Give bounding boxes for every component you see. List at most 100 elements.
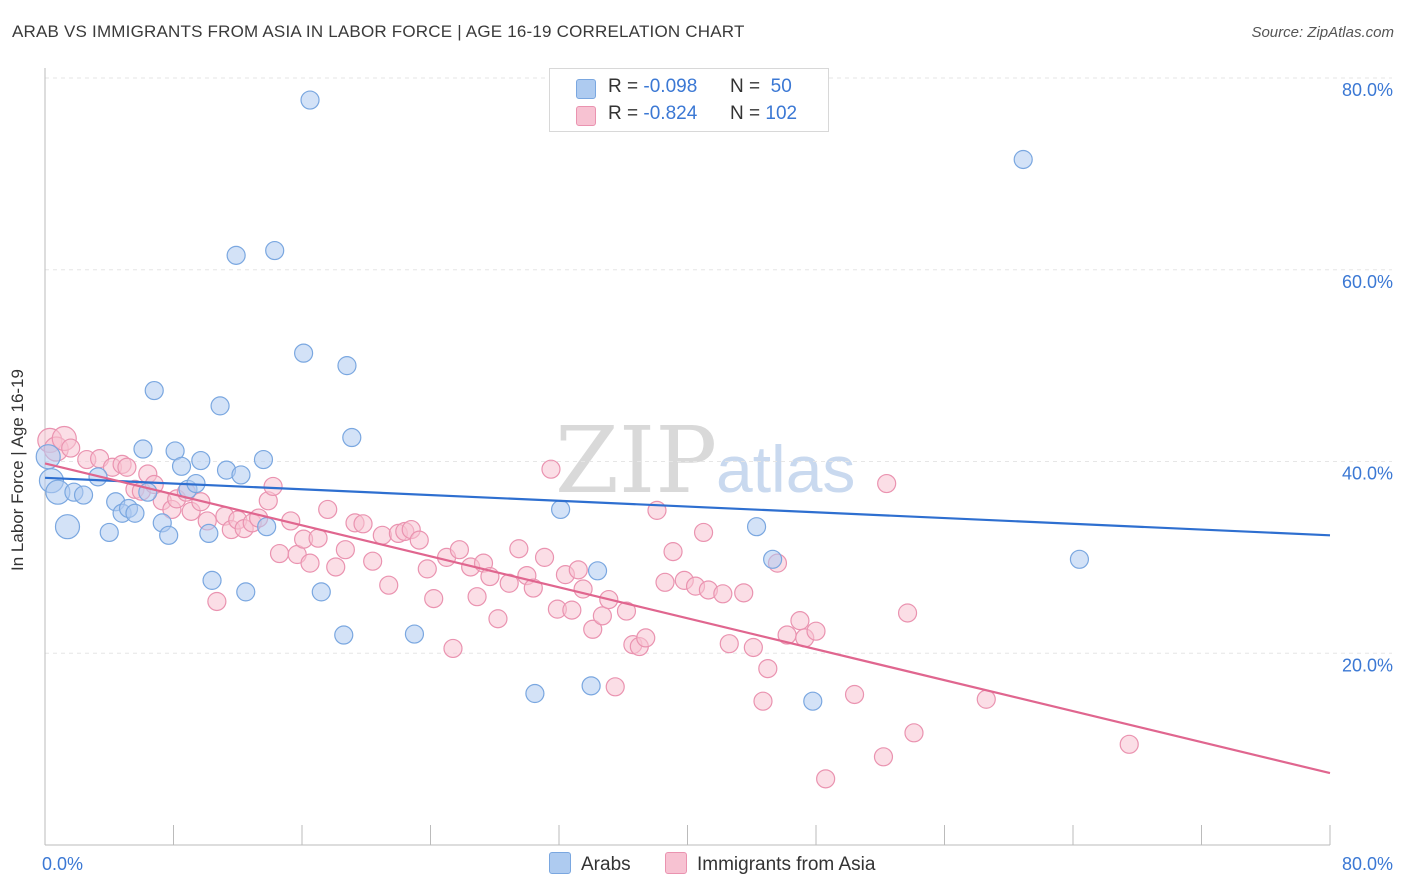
asia-point — [269, 543, 290, 564]
asia-swatch — [576, 106, 596, 126]
asia-point — [616, 601, 637, 621]
asia-point — [636, 628, 656, 648]
stats-legend: R = -0.098 N = 50 R = -0.824 N = 102 — [549, 68, 829, 132]
arabs-point — [202, 570, 222, 590]
asia-point — [753, 691, 773, 711]
asia-point — [372, 525, 392, 545]
asia-point — [897, 603, 918, 623]
asia-point — [734, 583, 754, 603]
asia-point — [263, 476, 283, 497]
arabs-point — [404, 624, 425, 644]
asia-point — [592, 606, 612, 626]
asia-point — [443, 638, 463, 659]
arabs-point — [587, 561, 608, 581]
arabs-point — [54, 514, 81, 540]
asia-point — [379, 575, 399, 595]
arabs-point — [311, 582, 331, 602]
asia-point — [300, 553, 320, 573]
arabs-point — [171, 456, 192, 476]
legend-r-value: -0.098 — [643, 76, 698, 97]
asia-point — [353, 514, 373, 534]
asia-point — [417, 559, 437, 579]
arabs-point — [226, 245, 246, 265]
arabs-point — [342, 427, 362, 448]
arabs-point — [99, 522, 119, 543]
asia-point — [663, 542, 683, 562]
arabs-point — [551, 499, 571, 520]
arabs-point — [257, 517, 277, 537]
arabs-point — [125, 503, 145, 523]
arabs-point — [337, 356, 357, 376]
asia-point — [509, 539, 529, 559]
watermark-zip: ZIP — [555, 407, 717, 514]
arabs-point — [581, 676, 601, 696]
x-tick-label-min: 0.0% — [42, 854, 83, 874]
asia-trend-line — [44, 462, 1331, 775]
arabs-legend-label: Arabs — [581, 854, 631, 875]
asia-point — [541, 459, 561, 479]
legend-r-label: R = — [608, 76, 639, 97]
asia-point — [335, 540, 355, 560]
legend-n-value: 102 — [765, 103, 798, 124]
asia-point — [326, 557, 346, 577]
asia-point — [806, 621, 826, 641]
y-tick-label: 60.0% — [1342, 272, 1393, 292]
y-tick-label: 80.0% — [1342, 80, 1393, 100]
arabs-point — [159, 525, 179, 545]
legend-n-label: N = — [730, 103, 761, 124]
asia-point — [719, 634, 739, 654]
arabs-point — [231, 465, 251, 485]
asia-point — [568, 560, 588, 580]
asia-point — [363, 551, 383, 571]
arabs-swatch — [576, 79, 596, 99]
asia-point — [743, 637, 763, 658]
arabs-point — [265, 240, 285, 261]
arabs-point — [253, 449, 274, 470]
asia-point — [61, 438, 81, 458]
asia-point — [488, 609, 508, 629]
legend-n-value: 50 — [770, 76, 792, 97]
asia-point — [424, 589, 444, 609]
x-tick-label-max: 80.0% — [1342, 854, 1393, 874]
asia-point — [873, 747, 894, 767]
asia-point — [1119, 734, 1139, 754]
asia-point — [844, 684, 865, 705]
asia-legend-label: Immigrants from Asia — [697, 854, 876, 875]
bottom-legend-asia: Immigrants from Asia — [665, 852, 875, 876]
asia-point — [523, 578, 543, 598]
arabs-point — [73, 485, 94, 505]
asia-point — [467, 587, 487, 607]
legend-row-asia: R = -0.824 N = 102 — [550, 102, 828, 128]
asia-point — [409, 530, 429, 550]
arabs-point — [1013, 149, 1033, 170]
arabs-point — [300, 90, 320, 110]
asia-point — [562, 600, 582, 620]
asia-point — [693, 522, 714, 543]
arabs-point — [334, 625, 354, 645]
y-axis-label: In Labor Force | Age 16-19 — [8, 369, 27, 571]
asia-point — [976, 689, 996, 709]
legend-row-arabs: R = -0.098 N = 50 — [550, 75, 828, 101]
arabs-point — [133, 439, 153, 459]
arabs-point — [294, 343, 314, 363]
arabs-point — [236, 582, 256, 602]
asia-point — [605, 677, 625, 697]
asia-point — [655, 572, 675, 592]
asia-point — [449, 540, 470, 560]
asia-point — [117, 457, 137, 477]
asia-point — [877, 473, 897, 494]
arabs-point — [803, 691, 823, 711]
asia-point — [318, 499, 338, 520]
legend-r-value: -0.824 — [643, 103, 698, 124]
asia-point — [790, 611, 810, 631]
asia-point — [308, 528, 328, 548]
asia-point — [816, 769, 836, 789]
arabs-point — [763, 549, 783, 569]
bottom-legend-arabs: Arabs — [549, 852, 631, 876]
asia-point — [758, 658, 778, 679]
chart-title: ARAB VS IMMIGRANTS FROM ASIA IN LABOR FO… — [12, 22, 745, 41]
asia-point — [713, 584, 733, 604]
chart-source: Source: ZipAtlas.com — [1251, 24, 1394, 41]
legend-n-label: N = — [730, 76, 761, 97]
